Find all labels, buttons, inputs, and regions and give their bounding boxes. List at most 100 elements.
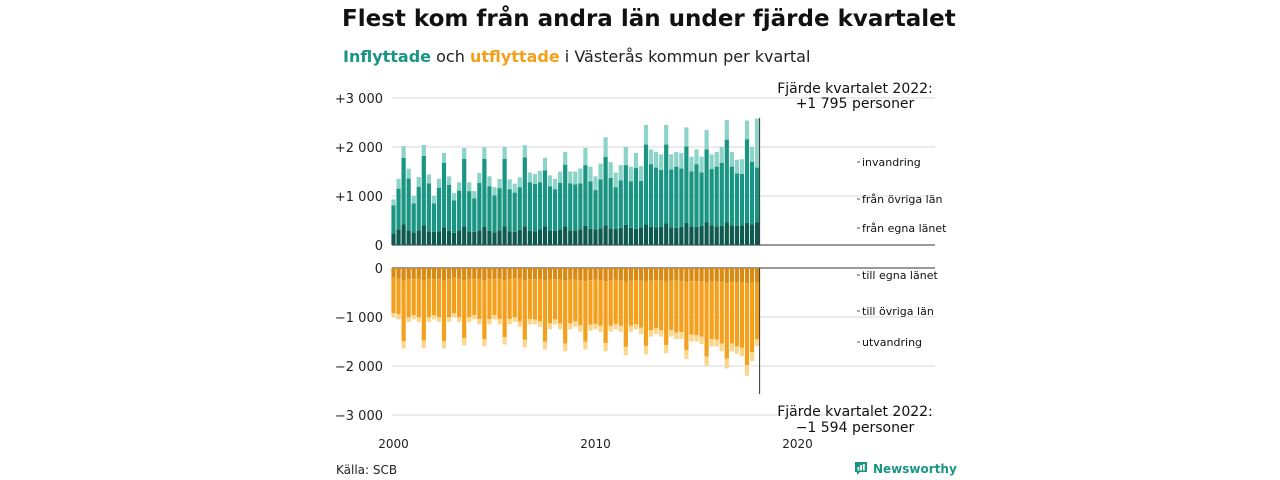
bar-outflow-local: [588, 268, 593, 281]
x-tick-label: 2000: [378, 437, 409, 451]
bar-inflow-immigration: [709, 154, 714, 170]
bar-inflow-local: [547, 230, 553, 245]
bar-outflow-local: [487, 268, 492, 280]
bar-outflow-local: [441, 268, 447, 281]
bar-outflow-emigration: [628, 325, 633, 332]
annotation-top-line2: +1 795 personer: [796, 96, 915, 112]
bar-outflow-other: [467, 279, 472, 317]
bar-outflow-local: [689, 268, 694, 282]
bar-outflow-other: [502, 280, 507, 338]
bar-inflow-immigration: [755, 118, 760, 168]
bar-outflow-other: [719, 282, 724, 344]
y-tick-label-top: 0: [375, 239, 383, 254]
bar-outflow-other: [618, 280, 623, 326]
bar-inflow-immigration: [512, 183, 517, 193]
bar-inflow-immigration: [613, 172, 618, 188]
bar-inflow-other: [674, 166, 679, 228]
bar-outflow-other: [568, 279, 573, 324]
chart-title: Flest kom från andra län under fjärde kv…: [342, 6, 956, 32]
bar-inflow-immigration: [522, 145, 527, 158]
bar-inflow-immigration: [724, 120, 729, 140]
bar-inflow-immigration: [401, 146, 406, 158]
bar-inflow-local: [573, 230, 578, 245]
bar-outflow-other: [608, 280, 613, 326]
bar-outflow-emigration: [659, 330, 664, 337]
bar-inflow-other: [664, 144, 669, 224]
bar-inflow-immigration: [457, 182, 462, 191]
bar-outflow-emigration: [578, 325, 583, 332]
bar-outflow-emigration: [487, 318, 492, 325]
bar-inflow-other: [618, 180, 623, 228]
bar-outflow-other: [709, 281, 714, 340]
bar-inflow-other: [734, 173, 739, 226]
bar-outflow-local: [457, 268, 462, 280]
bar-outflow-local: [623, 268, 628, 282]
bar-outflow-other: [679, 281, 684, 333]
bar-outflow-local: [573, 268, 578, 280]
bar-outflow-other: [396, 278, 401, 315]
label-fran-egna-lanet: från egna länet: [862, 222, 947, 235]
bar-outflow-emigration: [583, 341, 588, 350]
bar-inflow-immigration: [507, 179, 512, 190]
bar-inflow-other: [648, 164, 654, 227]
bar-inflow-other: [396, 188, 401, 230]
bar-outflow-other: [669, 280, 674, 331]
bar-inflow-local: [608, 228, 613, 245]
bar-outflow-other: [643, 281, 649, 346]
bar-outflow-emigration: [729, 343, 734, 352]
bar-inflow-other: [537, 182, 543, 230]
bar-inflow-immigration: [603, 137, 608, 157]
bar-inflow-other: [416, 186, 421, 231]
bar-inflow-immigration: [553, 178, 558, 190]
y-tick-label-top: +1 000: [335, 190, 383, 205]
bar-outflow-emigration: [517, 321, 522, 327]
bar-inflow-other: [431, 203, 436, 232]
bar-outflow-other: [431, 278, 436, 316]
bar-outflow-other: [517, 279, 522, 322]
label-till-egna-lanet: till egna länet: [862, 269, 938, 282]
bar-inflow-local: [472, 231, 477, 245]
y-tick-label-bottom: −2 000: [335, 360, 383, 375]
bar-inflow-other: [694, 164, 699, 227]
bar-inflow-immigration: [593, 176, 598, 191]
bar-outflow-other: [593, 279, 598, 324]
bar-inflow-local: [522, 226, 527, 245]
bar-inflow-immigration: [431, 196, 436, 204]
bar-outflow-emigration: [724, 358, 729, 369]
bar-inflow-immigration: [563, 151, 568, 165]
bar-inflow-immigration: [497, 178, 502, 189]
bar-inflow-other: [573, 184, 578, 231]
bar-inflow-local: [618, 227, 623, 245]
bar-outflow-other: [603, 281, 608, 343]
bar-inflow-local: [421, 225, 426, 245]
bar-inflow-immigration: [694, 149, 699, 165]
bar-outflow-local: [537, 268, 543, 280]
bar-outflow-local: [618, 268, 623, 281]
bar-outflow-local: [421, 268, 426, 281]
bar-inflow-immigration: [714, 151, 719, 167]
bar-outflow-local: [648, 268, 654, 281]
bar-outflow-other: [664, 281, 669, 345]
bar-inflow-other: [583, 165, 588, 226]
bar-inflow-other: [563, 164, 568, 227]
bar-outflow-other: [558, 279, 563, 324]
bar-outflow-local: [608, 268, 613, 281]
bar-outflow-emigration: [436, 317, 442, 322]
bar-inflow-local: [401, 224, 406, 245]
bar-outflow-local: [482, 268, 487, 281]
bar-outflow-emigration: [588, 324, 593, 331]
bar-inflow-immigration: [416, 176, 421, 187]
bar-inflow-local: [558, 229, 563, 245]
bar-outflow-emigration: [669, 330, 674, 337]
bar-inflow-local: [734, 225, 739, 245]
bar-outflow-other: [446, 279, 452, 317]
bar-inflow-other: [719, 162, 724, 226]
bar-inflow-other: [477, 182, 482, 231]
bar-inflow-local: [406, 230, 411, 245]
bar-inflow-immigration: [411, 196, 416, 204]
bar-outflow-emigration: [431, 315, 436, 320]
y-tick-label-top: +3 000: [335, 92, 383, 107]
bar-inflow-immigration: [578, 168, 583, 184]
bar-outflow-other: [724, 283, 729, 359]
